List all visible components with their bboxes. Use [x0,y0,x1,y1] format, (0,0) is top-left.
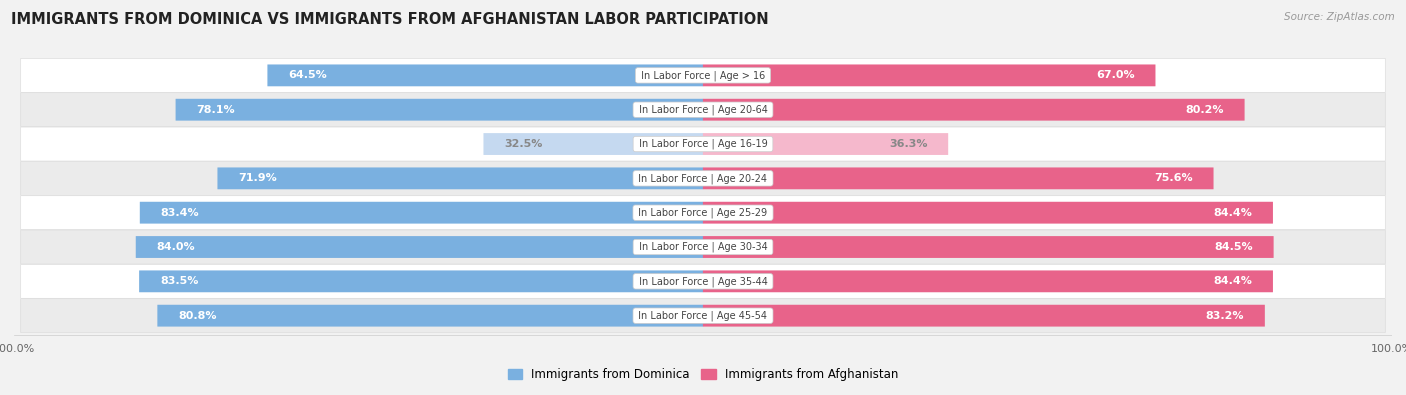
FancyBboxPatch shape [157,305,703,327]
FancyBboxPatch shape [703,167,1213,189]
FancyBboxPatch shape [703,271,1272,292]
Text: 32.5%: 32.5% [505,139,543,149]
FancyBboxPatch shape [21,162,1385,196]
FancyBboxPatch shape [21,58,1385,92]
FancyBboxPatch shape [484,133,703,155]
Text: 75.6%: 75.6% [1154,173,1192,183]
Text: In Labor Force | Age 16-19: In Labor Force | Age 16-19 [636,139,770,149]
Text: 71.9%: 71.9% [238,173,277,183]
Text: 80.8%: 80.8% [179,311,217,321]
Text: In Labor Force | Age 20-64: In Labor Force | Age 20-64 [636,104,770,115]
Text: In Labor Force | Age 30-34: In Labor Force | Age 30-34 [636,242,770,252]
FancyBboxPatch shape [703,64,1156,86]
Text: IMMIGRANTS FROM DOMINICA VS IMMIGRANTS FROM AFGHANISTAN LABOR PARTICIPATION: IMMIGRANTS FROM DOMINICA VS IMMIGRANTS F… [11,12,769,27]
Text: 84.4%: 84.4% [1213,208,1253,218]
Text: 64.5%: 64.5% [288,70,328,80]
Text: 80.2%: 80.2% [1185,105,1223,115]
Legend: Immigrants from Dominica, Immigrants from Afghanistan: Immigrants from Dominica, Immigrants fro… [503,363,903,386]
FancyBboxPatch shape [21,299,1385,333]
FancyBboxPatch shape [136,236,703,258]
Text: In Labor Force | Age 45-54: In Labor Force | Age 45-54 [636,310,770,321]
FancyBboxPatch shape [703,236,1274,258]
FancyBboxPatch shape [21,127,1385,161]
Text: 84.0%: 84.0% [156,242,195,252]
FancyBboxPatch shape [176,99,703,120]
Text: In Labor Force | Age > 16: In Labor Force | Age > 16 [638,70,768,81]
Text: In Labor Force | Age 20-24: In Labor Force | Age 20-24 [636,173,770,184]
FancyBboxPatch shape [703,99,1244,120]
Text: In Labor Force | Age 35-44: In Labor Force | Age 35-44 [636,276,770,287]
FancyBboxPatch shape [139,202,703,224]
Text: 83.2%: 83.2% [1205,311,1244,321]
FancyBboxPatch shape [21,230,1385,264]
Text: 83.5%: 83.5% [160,276,198,286]
FancyBboxPatch shape [139,271,703,292]
Text: 83.4%: 83.4% [160,208,200,218]
Text: 36.3%: 36.3% [889,139,928,149]
Text: 78.1%: 78.1% [197,105,235,115]
FancyBboxPatch shape [703,305,1265,327]
FancyBboxPatch shape [703,202,1272,224]
Text: In Labor Force | Age 25-29: In Labor Force | Age 25-29 [636,207,770,218]
Text: Source: ZipAtlas.com: Source: ZipAtlas.com [1284,12,1395,22]
Text: 84.5%: 84.5% [1215,242,1253,252]
FancyBboxPatch shape [21,264,1385,298]
FancyBboxPatch shape [21,93,1385,127]
Text: 67.0%: 67.0% [1097,70,1135,80]
FancyBboxPatch shape [218,167,703,189]
Text: 84.4%: 84.4% [1213,276,1253,286]
FancyBboxPatch shape [267,64,703,86]
FancyBboxPatch shape [21,196,1385,229]
FancyBboxPatch shape [703,133,948,155]
